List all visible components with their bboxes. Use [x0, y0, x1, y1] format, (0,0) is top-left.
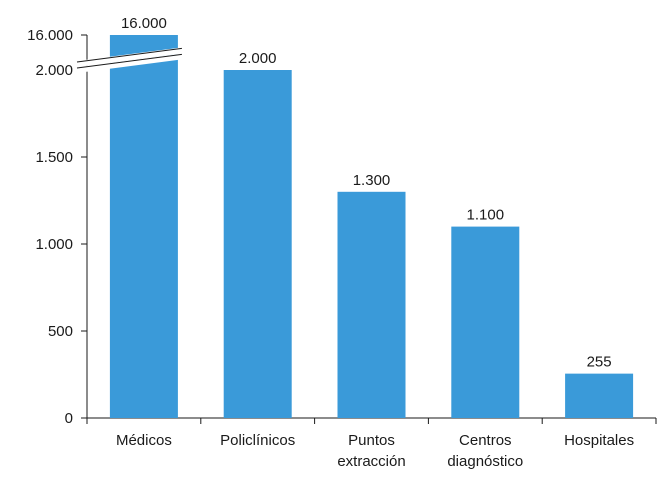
- y-tick-label: 500: [48, 323, 73, 340]
- category-label: Médicos: [116, 432, 172, 449]
- axis-break-line: [76, 53, 182, 69]
- y-tick-label: 0: [65, 410, 73, 427]
- y-tick-label: 1.000: [35, 236, 73, 253]
- y-tick-label: 2.000: [35, 62, 73, 79]
- axes: [81, 34, 657, 424]
- bar-1: [223, 70, 292, 418]
- bar-0: [109, 35, 178, 418]
- bar-2: [337, 191, 406, 418]
- bar-3: [451, 226, 520, 418]
- category-label: Centros: [459, 432, 512, 449]
- bar-value-label: 255: [587, 354, 612, 371]
- category-label: Policlínicos: [220, 432, 295, 449]
- bar-4: [565, 373, 634, 418]
- category-label: extracción: [337, 453, 405, 470]
- bar-value-label: 2.000: [239, 50, 277, 67]
- bar-value-label: 1.100: [467, 207, 505, 224]
- bars: [109, 35, 634, 418]
- y-tick-label: 1.500: [35, 149, 73, 166]
- category-label: diagnóstico: [447, 453, 523, 470]
- category-label: Hospitales: [564, 432, 634, 449]
- bar-value-label: 1.300: [353, 172, 391, 189]
- y-tick-label-top: 16.000: [27, 27, 73, 44]
- axis-break-line: [76, 47, 182, 63]
- category-label: Puntos: [348, 432, 395, 449]
- bar-value-label: 16.000: [121, 15, 167, 32]
- labels: 0 500 1.000 1.500 2.000 16.000 16.000 Médicos 2.…: [27, 15, 634, 470]
